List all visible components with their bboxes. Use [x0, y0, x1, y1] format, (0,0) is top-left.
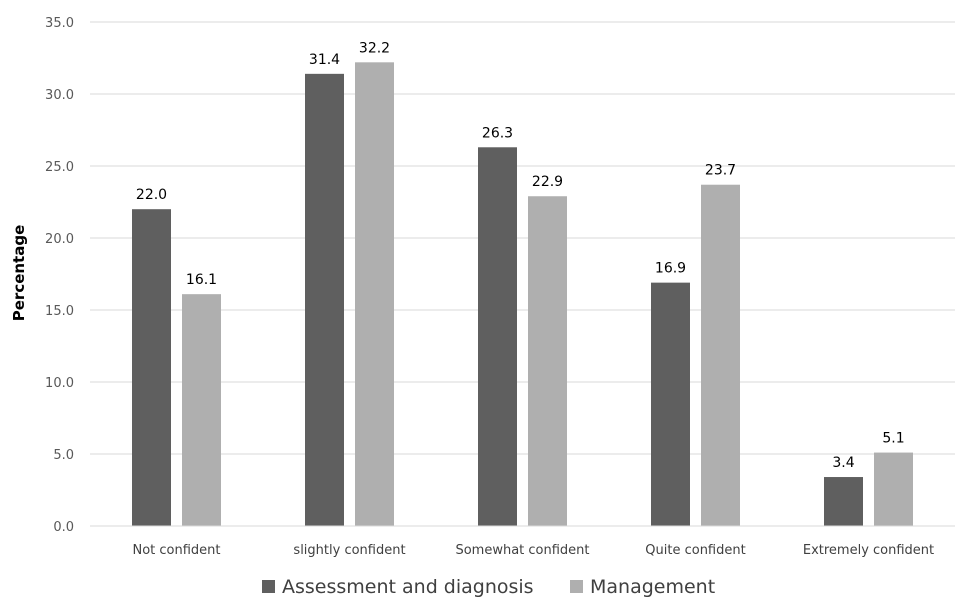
bar-management: [701, 184, 740, 526]
legend: Assessment and diagnosis Management: [262, 576, 715, 598]
legend-label: Assessment and diagnosis: [282, 576, 534, 598]
x-axis-categories: Not confident slightly confident Somewhat …: [132, 543, 934, 558]
data-labels: 22.0 16.1 31.4 32.2 26.3 22.9 16.9 23.7 3.4 5.1: [136, 40, 905, 471]
data-label: 3.4: [832, 455, 854, 471]
data-label: 22.9: [532, 174, 563, 190]
data-label: 16.1: [186, 272, 217, 288]
bars: [132, 62, 913, 527]
gridlines: [90, 21, 955, 455]
y-tick-label: 20.0: [45, 232, 74, 247]
x-tick-label: Quite confident: [645, 543, 745, 558]
data-label: 32.2: [359, 40, 390, 56]
bar-management: [182, 294, 221, 526]
x-tick-label: Somewhat confident: [455, 543, 589, 558]
y-tick-label: 10.0: [45, 376, 74, 391]
bar-assessment: [651, 282, 690, 526]
bar-management: [528, 196, 567, 527]
y-axis-label: Percentage: [10, 225, 28, 322]
legend-label: Management: [590, 576, 715, 598]
y-tick-label: 5.0: [53, 448, 74, 463]
data-label: 5.1: [882, 431, 904, 447]
y-tick-label: 35.0: [45, 16, 74, 31]
data-label: 26.3: [482, 125, 513, 141]
data-label: 16.9: [655, 261, 686, 277]
data-label: 23.7: [705, 163, 736, 179]
data-label: 31.4: [309, 52, 340, 68]
x-tick-label: slightly confident: [293, 543, 405, 558]
bar-management: [874, 452, 913, 526]
bar-assessment: [478, 147, 517, 526]
bar-assessment: [132, 209, 171, 526]
y-tick-label: 25.0: [45, 160, 74, 175]
bar-assessment: [824, 477, 863, 526]
legend-swatch: [570, 580, 583, 593]
x-tick-label: Extremely confident: [803, 543, 934, 558]
x-tick-label: Not confident: [132, 543, 220, 558]
y-tick-label: 0.0: [53, 520, 74, 535]
legend-swatch: [262, 580, 275, 593]
y-tick-label: 15.0: [45, 304, 74, 319]
data-label: 22.0: [136, 187, 167, 203]
y-tick-label: 30.0: [45, 88, 74, 103]
bar-management: [355, 62, 394, 526]
y-axis-ticks: 0.0 5.0 10.0 15.0 20.0 25.0 30.0 35.0: [45, 16, 74, 535]
bar-assessment: [305, 73, 344, 526]
